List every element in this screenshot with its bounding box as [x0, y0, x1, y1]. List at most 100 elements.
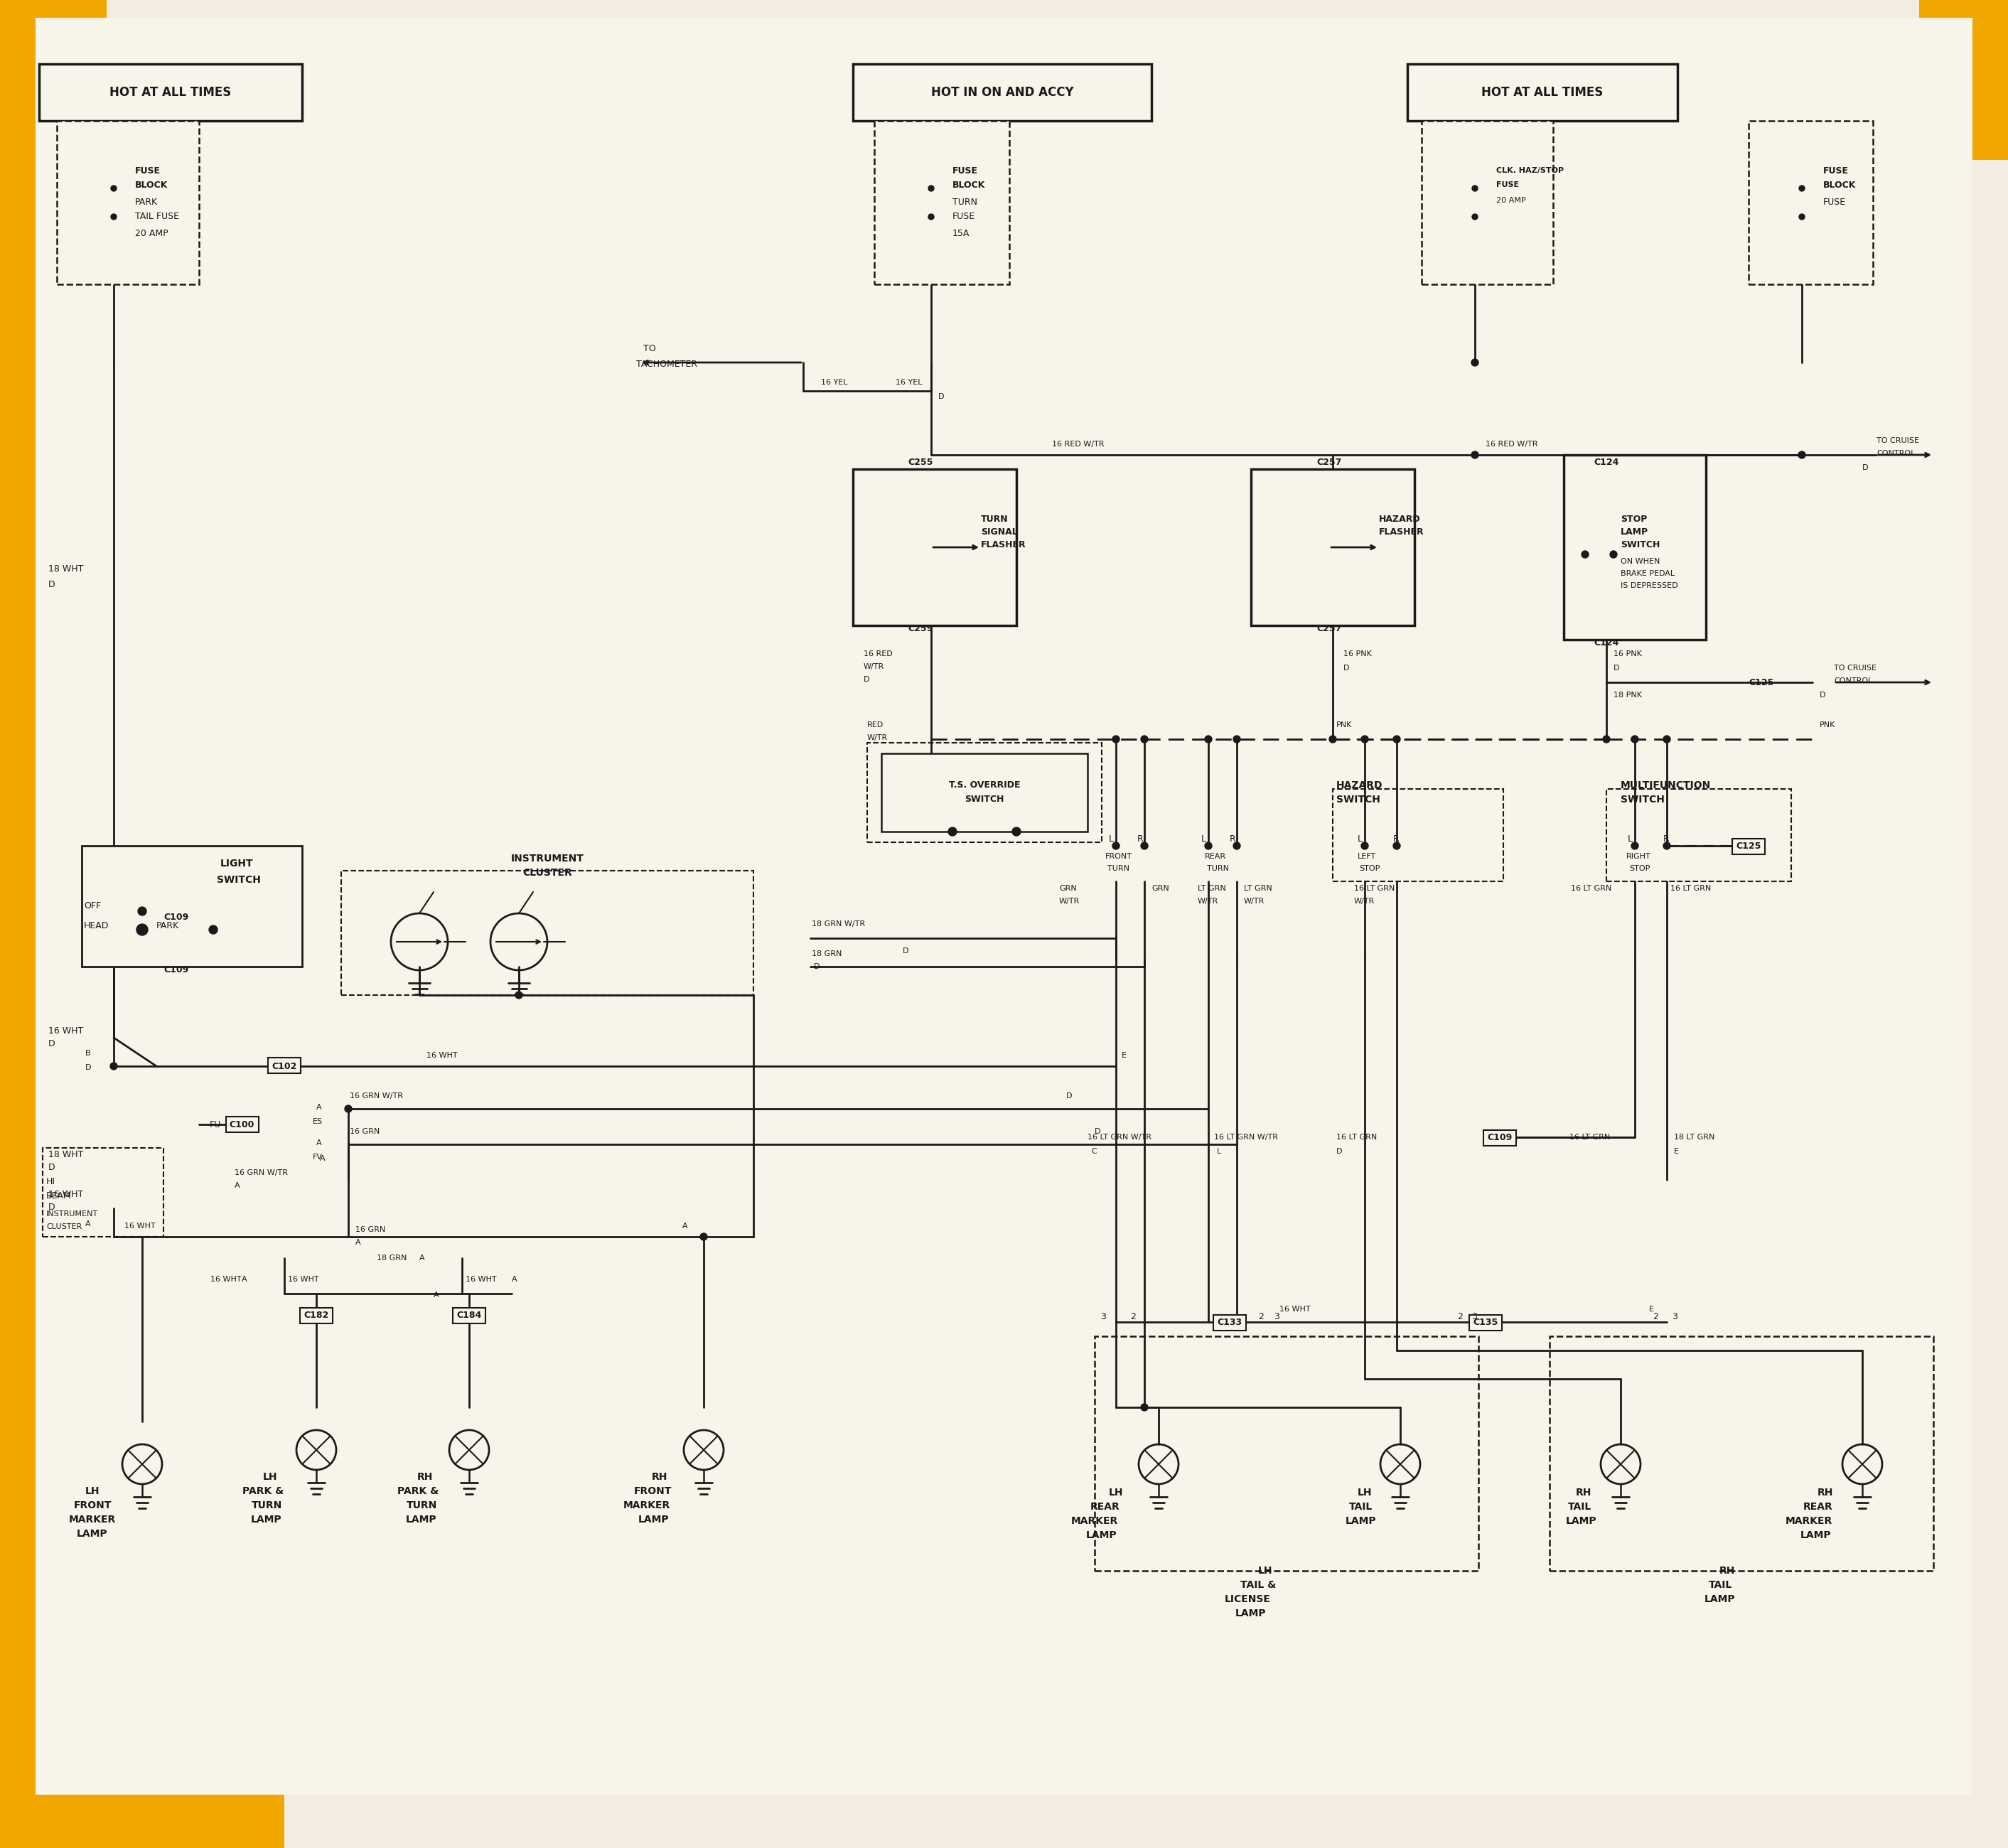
Text: STOP: STOP	[1359, 865, 1379, 872]
Bar	[82, 846, 301, 967]
Text: LAMP: LAMP	[1566, 1515, 1596, 1526]
Text: MULTIFUNCTION: MULTIFUNCTION	[1620, 780, 1711, 791]
Text: 18 LT GRN: 18 LT GRN	[1675, 1133, 1715, 1140]
Text: LAMP: LAMP	[1235, 1608, 1267, 1619]
Text: 16 RED: 16 RED	[863, 650, 894, 658]
Text: A: A	[420, 1255, 426, 1262]
Text: D: D	[904, 948, 910, 955]
Text: FUSE: FUSE	[1823, 166, 1849, 176]
Text: TACHOMETER: TACHOMETER	[637, 360, 697, 370]
Text: CLK. HAZ/STOP: CLK. HAZ/STOP	[1496, 166, 1564, 174]
Text: 18 WHT: 18 WHT	[48, 564, 84, 573]
Bar	[0, 0, 36, 1848]
Bar	[106, 188, 120, 216]
Text: SWITCH: SWITCH	[1335, 795, 1379, 804]
Text: E: E	[1122, 1052, 1126, 1059]
Text: T.S. OVERRIDE: T.S. OVERRIDE	[948, 780, 1020, 791]
Text: MARKER: MARKER	[1785, 1515, 1833, 1526]
Circle shape	[1799, 185, 1805, 190]
Text: FRONT: FRONT	[74, 1501, 110, 1510]
Text: A: A	[317, 1140, 321, 1146]
Text: CLUSTER: CLUSTER	[522, 869, 572, 878]
Text: ES: ES	[313, 1118, 323, 1125]
Text: L: L	[1357, 833, 1363, 843]
Text: TAIL: TAIL	[1349, 1502, 1373, 1512]
Bar	[1795, 188, 1809, 216]
Text: 16 WHT: 16 WHT	[1279, 1307, 1311, 1312]
Text: 16 LT GRN: 16 LT GRN	[1353, 885, 1396, 893]
Text: 2: 2	[1653, 1312, 1659, 1321]
Text: LH: LH	[263, 1473, 277, 1482]
Text: GRN: GRN	[1151, 885, 1169, 893]
Circle shape	[110, 214, 116, 220]
Text: LAMP: LAMP	[1345, 1515, 1377, 1526]
Circle shape	[139, 907, 147, 915]
Bar	[1564, 455, 1707, 639]
Text: 16 GRN: 16 GRN	[349, 1127, 380, 1135]
Text: D: D	[1861, 464, 1867, 471]
Text: LAMP: LAMP	[1705, 1595, 1735, 1604]
Text: FV: FV	[313, 1153, 323, 1161]
Text: RH: RH	[418, 1473, 434, 1482]
Text: BLOCK: BLOCK	[1823, 181, 1855, 190]
Text: C259: C259	[908, 625, 934, 634]
Text: LICENSE: LICENSE	[1225, 1595, 1271, 1604]
Circle shape	[1472, 451, 1478, 458]
Text: W/TR: W/TR	[1058, 898, 1080, 906]
Text: LEFT: LEFT	[1357, 854, 1375, 859]
Text: FLASHER: FLASHER	[1379, 527, 1424, 536]
Circle shape	[1012, 828, 1020, 835]
Text: REAR: REAR	[1205, 854, 1227, 859]
Bar	[341, 870, 753, 994]
Circle shape	[1205, 736, 1213, 743]
Circle shape	[516, 992, 522, 998]
Text: C135: C135	[1474, 1318, 1498, 1327]
Text: D: D	[48, 1203, 54, 1212]
Text: TAIL: TAIL	[1709, 1580, 1733, 1589]
Circle shape	[1233, 843, 1241, 850]
Text: D: D	[48, 1039, 54, 1048]
Text: W/TR: W/TR	[1243, 898, 1265, 906]
Text: LAMP: LAMP	[1086, 1530, 1116, 1539]
Text: HOT AT ALL TIMES: HOT AT ALL TIMES	[110, 87, 231, 98]
Text: R: R	[1394, 833, 1400, 843]
Text: R: R	[1229, 833, 1235, 843]
Text: 18 WHT: 18 WHT	[48, 1149, 84, 1161]
Bar	[1484, 1131, 1516, 1146]
Circle shape	[1582, 551, 1588, 558]
Text: 16 GRN: 16 GRN	[355, 1225, 386, 1233]
Text: SWITCH: SWITCH	[217, 874, 261, 885]
Text: 18 PNK: 18 PNK	[1614, 691, 1643, 699]
Text: E: E	[1649, 1307, 1655, 1312]
Text: 16 LT GRN: 16 LT GRN	[1570, 1133, 1610, 1140]
Circle shape	[1799, 451, 1805, 458]
Text: C124: C124	[1594, 639, 1618, 649]
Text: FUSE: FUSE	[1823, 198, 1845, 207]
Circle shape	[1205, 843, 1213, 850]
Text: FUSE: FUSE	[952, 166, 978, 176]
Text: 16 LT GRN W/TR: 16 LT GRN W/TR	[1088, 1133, 1151, 1140]
Circle shape	[1472, 214, 1478, 220]
Bar	[867, 743, 1102, 843]
Text: 16 WHT: 16 WHT	[124, 1223, 155, 1229]
Bar	[926, 188, 938, 216]
Text: RH: RH	[653, 1473, 667, 1482]
Text: SWITCH: SWITCH	[1620, 795, 1665, 804]
Text: 15A: 15A	[952, 229, 970, 238]
Text: LAMP: LAMP	[251, 1515, 281, 1525]
Text: 18 GRN: 18 GRN	[378, 1255, 408, 1262]
Text: 16 LT GRN: 16 LT GRN	[1570, 885, 1612, 893]
Circle shape	[1329, 736, 1335, 743]
Text: D: D	[1614, 665, 1620, 671]
Circle shape	[1472, 185, 1478, 190]
Text: 2: 2	[1458, 1312, 1462, 1321]
Bar	[299, 1308, 333, 1323]
Text: TO CRUISE: TO CRUISE	[1877, 438, 1920, 444]
Text: C257: C257	[1317, 625, 1341, 634]
Text: RH: RH	[1576, 1488, 1592, 1497]
Text: C125: C125	[1737, 841, 1761, 850]
Text: CLUSTER: CLUSTER	[46, 1223, 82, 1231]
Text: FRONT: FRONT	[1104, 854, 1133, 859]
Text: D: D	[48, 1162, 54, 1172]
Circle shape	[110, 1063, 116, 1070]
